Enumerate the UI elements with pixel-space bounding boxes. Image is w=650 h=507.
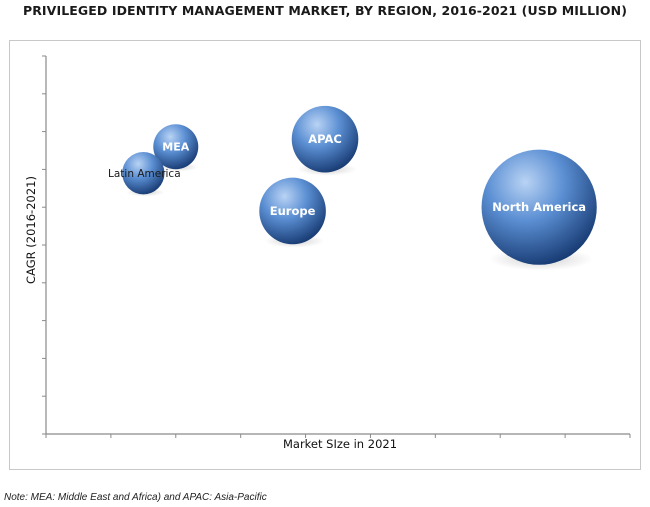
bubble-mark-north-america — [481, 149, 597, 265]
bubble-apac: APAC — [291, 105, 359, 176]
bubble-north-america: North America — [481, 149, 597, 271]
y-axis-label: CAGR (2016-2021) — [24, 176, 38, 284]
bubble-label-apac: APAC — [308, 132, 342, 146]
bubble-mark-latin-america — [122, 152, 165, 195]
chart-frame — [9, 40, 641, 470]
bubbles: MEA Latin America APAC Europe North America — [108, 105, 597, 271]
bubble-europe: Europe — [259, 177, 326, 248]
bubble-mark-europe — [259, 177, 326, 245]
x-axis-label: Market SIze in 2021 — [282, 437, 398, 451]
bubble-label-mea: MEA — [162, 141, 189, 154]
bubble-label-latin-america: Latin America — [108, 168, 181, 180]
bubble-label-north-america: North America — [492, 200, 586, 214]
bubble-latin-america: Latin America — [108, 152, 181, 197]
axes — [42, 55, 631, 438]
bubble-mark-apac — [291, 105, 359, 173]
bubble-label-europe: Europe — [270, 204, 316, 218]
chart-title: PRIVILEGED IDENTITY MANAGEMENT MARKET, B… — [22, 3, 628, 18]
bubble-mea: MEA — [153, 124, 199, 172]
bubble-mark-mea — [153, 124, 199, 170]
footnote: Note: MEA: Middle East and Africa) and A… — [4, 492, 267, 503]
